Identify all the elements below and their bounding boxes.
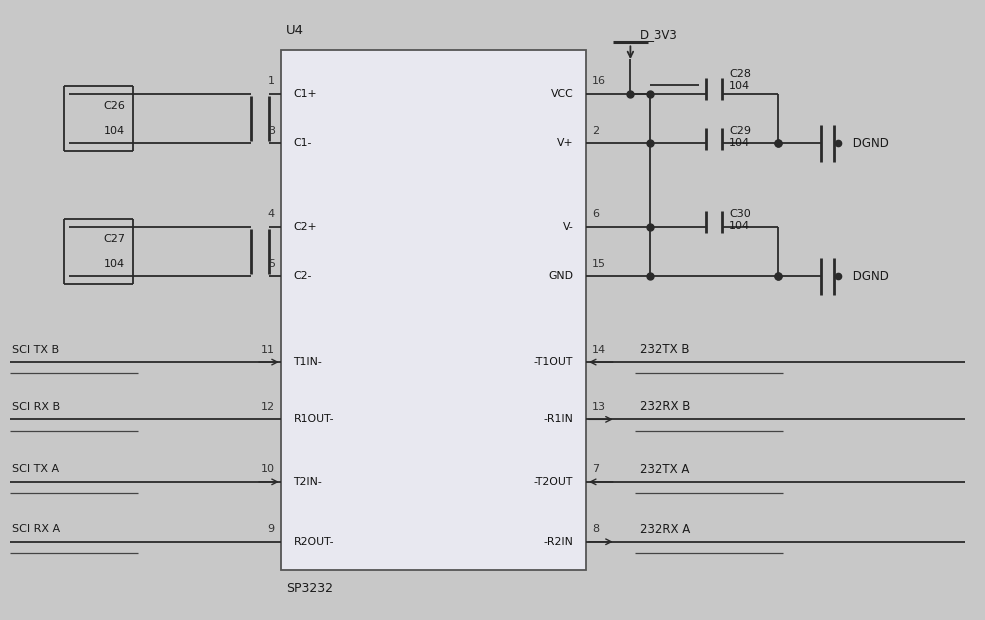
Text: -T2OUT: -T2OUT xyxy=(534,477,573,487)
Text: SCI RX B: SCI RX B xyxy=(12,402,60,412)
Text: SCI TX A: SCI TX A xyxy=(12,464,59,474)
Text: C1+: C1+ xyxy=(294,89,317,99)
Text: 7: 7 xyxy=(592,464,599,474)
Text: D_3V3: D_3V3 xyxy=(640,28,678,40)
Text: 11: 11 xyxy=(261,345,275,355)
Text: C27: C27 xyxy=(103,234,125,244)
Text: T1IN-: T1IN- xyxy=(294,357,322,367)
Text: 14: 14 xyxy=(592,345,606,355)
Text: -T1OUT: -T1OUT xyxy=(534,357,573,367)
Text: C2+: C2+ xyxy=(294,222,317,232)
Text: SCI RX A: SCI RX A xyxy=(12,525,60,534)
Text: R1OUT-: R1OUT- xyxy=(294,414,334,424)
Text: C2-: C2- xyxy=(294,271,312,281)
Text: R2OUT-: R2OUT- xyxy=(294,537,334,547)
Text: 104: 104 xyxy=(729,81,750,91)
Text: -R2IN: -R2IN xyxy=(544,537,573,547)
Bar xyxy=(281,50,586,570)
Text: 5: 5 xyxy=(268,259,275,268)
Text: DGND: DGND xyxy=(849,270,888,283)
Text: 232TX B: 232TX B xyxy=(640,343,689,356)
Text: GND: GND xyxy=(549,271,573,281)
Text: 104: 104 xyxy=(729,221,750,231)
Text: T2IN-: T2IN- xyxy=(294,477,322,487)
Text: 12: 12 xyxy=(261,402,275,412)
Text: 9: 9 xyxy=(268,525,275,534)
Text: DGND: DGND xyxy=(849,137,888,150)
Text: 3: 3 xyxy=(268,126,275,136)
Text: C26: C26 xyxy=(103,101,125,111)
Text: 104: 104 xyxy=(729,138,750,148)
Text: 232RX B: 232RX B xyxy=(640,401,690,414)
Text: 104: 104 xyxy=(103,126,124,136)
Text: 232TX A: 232TX A xyxy=(640,463,689,476)
Text: 4: 4 xyxy=(268,210,275,219)
Text: 232RX A: 232RX A xyxy=(640,523,690,536)
Text: SP3232: SP3232 xyxy=(286,583,333,595)
Text: -R1IN: -R1IN xyxy=(544,414,573,424)
Text: 15: 15 xyxy=(592,259,606,268)
Text: C29: C29 xyxy=(729,126,751,136)
Text: 2: 2 xyxy=(592,126,599,136)
Text: 8: 8 xyxy=(592,525,599,534)
Text: VCC: VCC xyxy=(551,89,573,99)
Text: 16: 16 xyxy=(592,76,606,86)
Text: SCI TX B: SCI TX B xyxy=(12,345,59,355)
Text: 13: 13 xyxy=(592,402,606,412)
Text: 6: 6 xyxy=(592,210,599,219)
Text: 10: 10 xyxy=(261,464,275,474)
Text: V+: V+ xyxy=(557,138,573,148)
Text: 1: 1 xyxy=(268,76,275,86)
Text: U4: U4 xyxy=(286,25,303,37)
Text: 104: 104 xyxy=(103,259,124,269)
Text: C1-: C1- xyxy=(294,138,312,148)
Text: V-: V- xyxy=(562,222,573,232)
Text: C28: C28 xyxy=(729,69,751,79)
Text: C30: C30 xyxy=(729,210,751,219)
